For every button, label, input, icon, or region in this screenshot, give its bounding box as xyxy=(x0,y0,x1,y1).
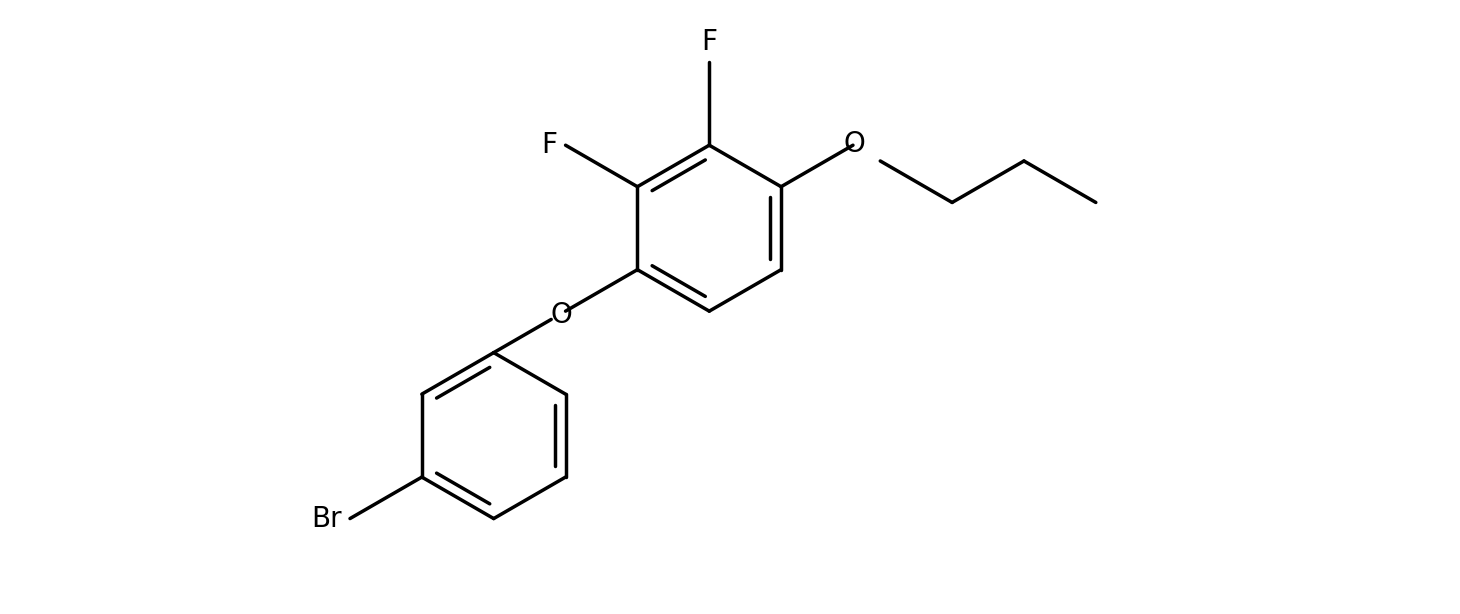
Text: F: F xyxy=(701,28,717,56)
Text: Br: Br xyxy=(311,505,342,532)
Text: O: O xyxy=(550,301,572,329)
Text: F: F xyxy=(542,131,558,159)
Text: O: O xyxy=(844,130,866,158)
